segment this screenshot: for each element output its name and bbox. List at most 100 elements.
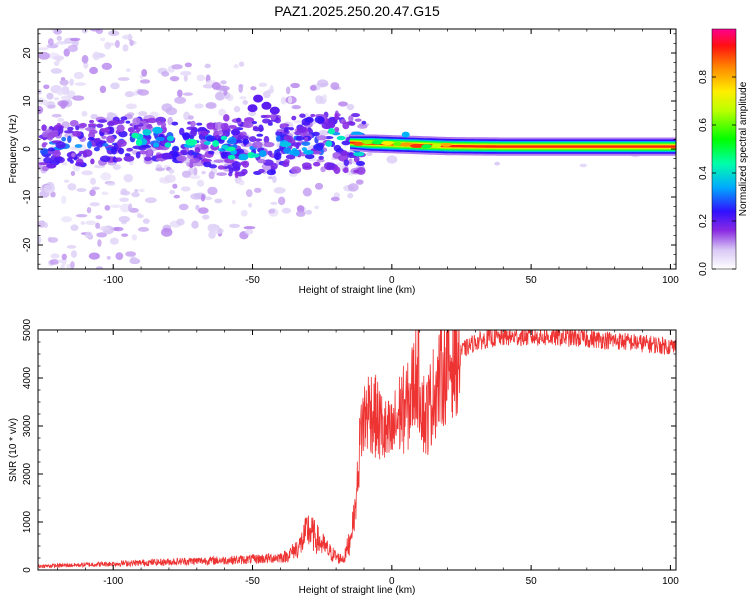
spectrogram-noise-blob <box>69 37 81 42</box>
spectrogram-noise-blob <box>67 183 77 191</box>
spectrogram-noise-blob <box>214 198 223 204</box>
spectrogram-signal-blob <box>291 142 302 147</box>
spectrogram-noise-blob <box>238 179 245 186</box>
spectrogram-hotspot <box>135 139 143 146</box>
spectrogram-noise-blob <box>95 222 101 229</box>
spectrogram-noise-blob <box>109 237 119 245</box>
spectrogram-signal-blob <box>318 155 324 160</box>
spectrogram-signal-blob <box>64 130 74 134</box>
spectrogram-signal-blob <box>274 117 281 124</box>
spectrogram-noise-blob <box>281 207 292 214</box>
spectrogram-signal-blob <box>355 161 366 167</box>
spectrogram-signal-blob <box>137 150 148 155</box>
spectrogram-noise-blob <box>84 231 93 239</box>
spectrogram-noise-blob <box>95 266 104 269</box>
spectrogram-signal-blob <box>214 135 221 139</box>
spectrogram-y-tick-label: 20 <box>22 47 33 59</box>
spectrogram-noise-blob <box>51 113 62 118</box>
spectrogram-y-tick-label: -10 <box>22 189 33 204</box>
spectrogram-noise-blob <box>177 89 183 98</box>
spectrogram-signal-blob <box>52 150 61 158</box>
spectrogram-signal-blob <box>291 115 297 121</box>
spectrogram-noise-blob <box>90 113 99 120</box>
spectrogram-noise-blob <box>114 39 120 48</box>
spectrogram-hotspot <box>185 138 198 146</box>
spectrogram-signal-blob <box>242 138 250 145</box>
spectrogram-signal-blob <box>135 151 141 159</box>
spectrogram-noise-blob <box>228 223 240 228</box>
spectrogram-signal-blob <box>74 162 85 167</box>
spectrogram-noise-blob <box>134 189 139 193</box>
snr-y-tick-label: 4000 <box>22 366 33 389</box>
spectrogram-signal-blob <box>41 143 47 148</box>
snr-plot-area <box>38 330 676 570</box>
spectrogram-signal-blob <box>356 167 366 175</box>
spectrogram-noise-blob <box>43 184 56 194</box>
spectrogram-noise-blob <box>202 83 215 89</box>
snr-series-line <box>38 330 676 569</box>
spectrogram-band-bead <box>361 140 375 145</box>
spectrogram-signal-blob <box>88 119 95 124</box>
spectrogram-hotspot <box>253 94 264 103</box>
spectrogram-signal-blob <box>148 148 153 157</box>
spectrogram-noise-blob <box>63 179 70 183</box>
spectrogram-noise-blob <box>89 29 101 32</box>
spectrogram-noise-blob <box>101 191 109 196</box>
spectrogram-noise-blob <box>309 85 317 91</box>
spectrogram-noise-blob <box>181 170 192 178</box>
spectrogram-noise-blob <box>273 187 286 194</box>
spectrogram-signal-blob <box>354 118 362 122</box>
spectrogram-signal-blob <box>194 147 201 154</box>
colorbar-tick-label: 0.8 <box>698 70 709 84</box>
spectrogram-noise-blob <box>169 189 176 195</box>
spectrogram-noise-blob <box>106 42 116 46</box>
colorbar-tick-label: 0.0 <box>698 262 709 276</box>
spectrogram-noise-blob <box>50 68 63 74</box>
spectrogram-noise-blob <box>81 170 93 176</box>
spectrogram-signal-blob <box>243 120 254 129</box>
spectrogram-noise-blob <box>204 196 213 201</box>
spectrogram-signal-blob <box>190 129 197 137</box>
spectrogram-signal-blob <box>99 155 111 162</box>
snr-y-tick-label: 2000 <box>22 462 33 485</box>
spectrogram-signal-blob <box>101 135 107 139</box>
spectrogram-noise-blob <box>268 208 276 214</box>
spectrogram-noise-blob <box>302 187 312 197</box>
spectrogram-noise-blob <box>61 253 67 261</box>
spectrogram-noise-blob <box>216 172 227 176</box>
spectrogram-signal-blob <box>200 130 209 137</box>
spectrogram-hotspot <box>131 132 140 139</box>
spectrogram-noise-blob <box>99 226 109 231</box>
spectrogram-signal-blob <box>42 131 49 138</box>
spectrogram-content <box>38 29 676 269</box>
spectrogram-noise-blob <box>38 156 46 163</box>
spectrogram-noise-blob <box>296 205 305 213</box>
spectrogram-signal-blob <box>144 156 152 162</box>
spectrogram-signal-blob <box>241 168 248 175</box>
spectrogram-noise-blob <box>75 214 88 218</box>
spectrogram-hotspot <box>227 154 236 160</box>
spectrogram-noise-blob <box>180 186 191 192</box>
spectrogram-signal-blob <box>304 116 314 124</box>
spectrogram-noise-blob <box>320 166 326 173</box>
spectrogram-noise-blob <box>115 252 124 261</box>
spectrogram-noise-blob <box>200 194 206 202</box>
spectrogram-noise-blob <box>174 96 187 104</box>
spectrogram-noise-blob <box>125 251 137 257</box>
spectrogram-signal-blob <box>99 128 111 133</box>
spectrogram-noise-blob <box>53 60 60 67</box>
spectrogram-signal-blob <box>161 152 172 160</box>
spectrogram-signal-blob <box>343 159 350 166</box>
spectrogram-signal-blob <box>313 143 324 151</box>
spectrogram-noise-blob <box>231 200 236 205</box>
spectrogram-noise-blob <box>81 110 88 117</box>
spectrogram-signal-blob <box>296 126 307 133</box>
spectrogram-noise-blob <box>187 115 194 120</box>
spectrogram-noise-blob <box>248 202 253 208</box>
spectrogram-noise-blob <box>72 95 85 101</box>
spectrogram-noise-blob <box>180 71 192 76</box>
spectrogram-noise-blob <box>191 220 199 229</box>
spectrogram-noise-blob <box>57 89 64 96</box>
spectrogram-noise-blob <box>272 175 277 184</box>
